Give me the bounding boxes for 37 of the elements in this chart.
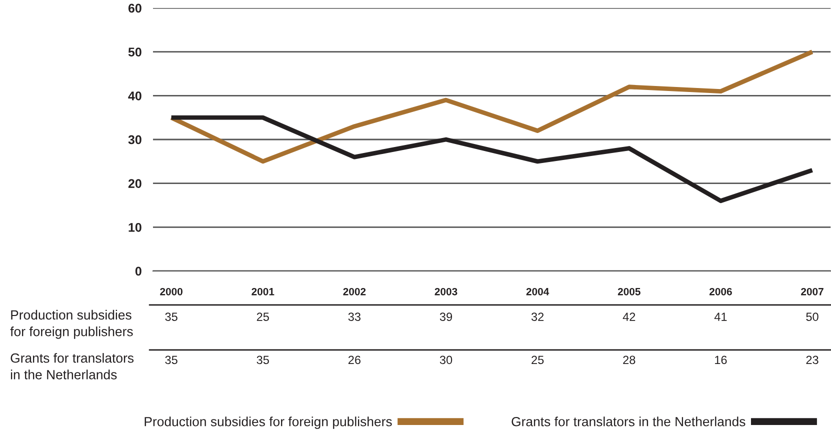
data-label: 28 xyxy=(623,356,636,364)
x-tick-label: 2001 xyxy=(252,288,274,296)
data-label: 16 xyxy=(715,356,727,364)
y-tick-label: 20 xyxy=(128,179,142,188)
data-label: 23 xyxy=(806,356,818,364)
data-label: 42 xyxy=(622,312,636,321)
data-label: 50 xyxy=(806,312,818,321)
y-tick-label: 30 xyxy=(128,135,142,144)
x-tick-label: 2005 xyxy=(618,288,640,296)
data-label: 32 xyxy=(531,312,544,321)
x-tick-label: 2003 xyxy=(434,288,458,296)
x-tick-label: 2007 xyxy=(801,288,824,296)
text: Production subsidies for foreign publishers xyxy=(10,310,133,339)
data-label: 35 xyxy=(165,356,178,364)
y-tick-label: 10 xyxy=(128,222,142,232)
data-label: 25 xyxy=(532,356,544,364)
x-tick-label: 2004 xyxy=(526,288,550,296)
data-label: 25 xyxy=(256,312,269,321)
y-tick-label: 50 xyxy=(128,48,142,56)
data-label: 33 xyxy=(348,312,360,321)
line-series xyxy=(169,115,814,204)
data-label: 39 xyxy=(440,312,452,321)
y-tick-label: 60 xyxy=(128,4,142,13)
y-tick-label: 40 xyxy=(128,91,142,100)
data-label: 30 xyxy=(440,356,452,364)
data-label: 26 xyxy=(348,356,360,364)
x-tick-label: 2006 xyxy=(709,288,732,296)
legend-label: Grants for translators in the Netherlands xyxy=(512,416,746,426)
data-label: 41 xyxy=(714,312,727,321)
line-series xyxy=(169,50,814,164)
x-tick-label: 2000 xyxy=(160,288,182,296)
data-label: 35 xyxy=(256,356,269,364)
y-tick-label: 0 xyxy=(135,266,142,276)
text: Grants for translators in the Netherlands xyxy=(10,353,134,380)
data-label: 35 xyxy=(165,312,178,321)
legend-label: Production subsidies for foreign publishers xyxy=(144,416,392,429)
x-tick-label: 2002 xyxy=(343,288,366,296)
